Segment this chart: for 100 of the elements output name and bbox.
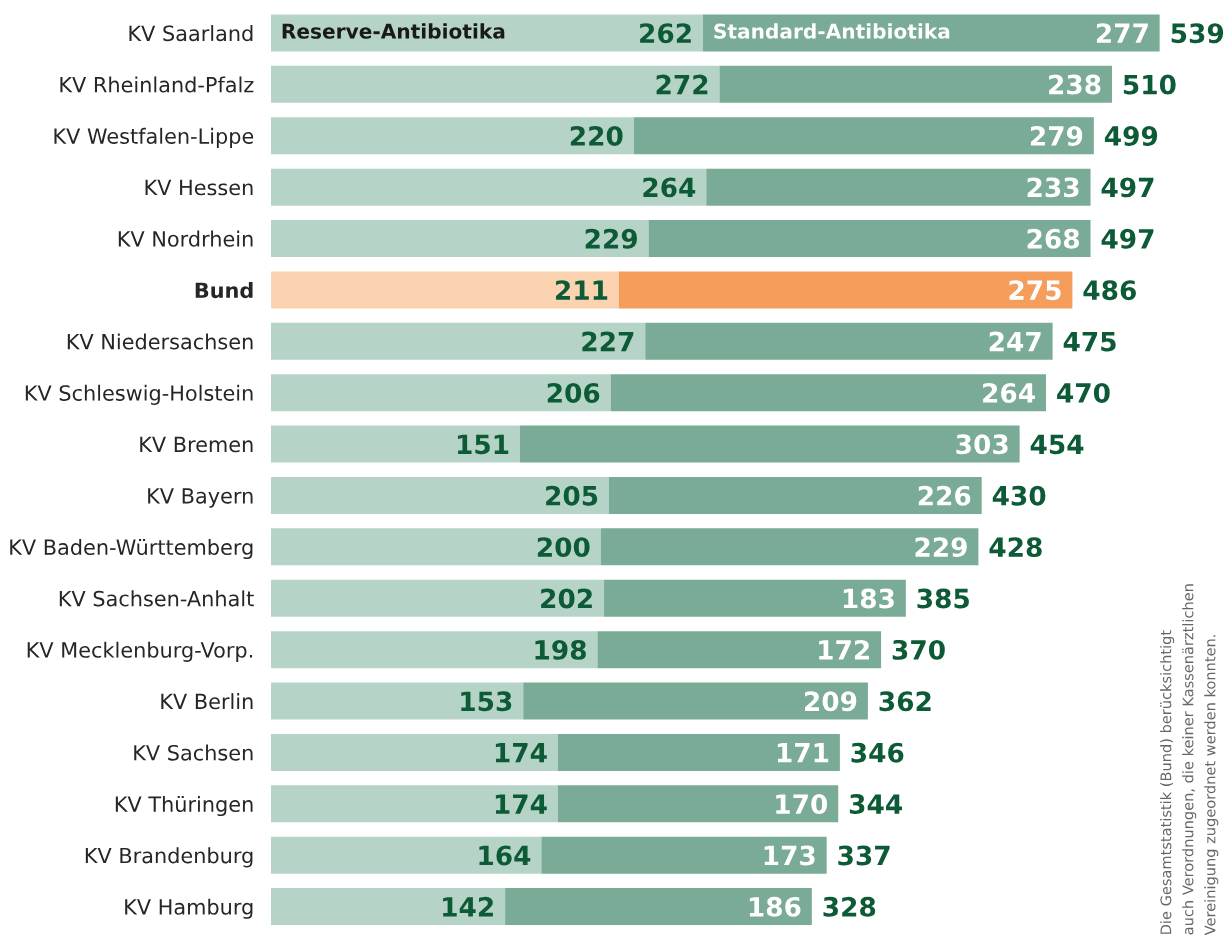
data-label: 226 (918, 485, 971, 506)
bar (519, 425, 1020, 463)
total-label: 510 (1123, 74, 1176, 95)
bar (270, 785, 558, 823)
data-label: 279 (1030, 126, 1083, 146)
bar (270, 476, 610, 514)
data-label: 229 (585, 228, 637, 249)
data-label: 238 (1049, 74, 1101, 95)
data-label: 247 (989, 331, 1041, 352)
y-tick-label: KV Westfalen-Lippe (54, 127, 254, 148)
data-label: 153 (461, 691, 512, 712)
bar (645, 322, 1053, 360)
series-label: Standard-Antibiotika (714, 23, 950, 39)
data-label: 142 (443, 896, 493, 917)
bar (270, 425, 520, 463)
total-label: 362 (879, 691, 931, 712)
total-label: 470 (1057, 382, 1110, 403)
y-tick-label: Bund (195, 282, 253, 299)
text: Vereinigung zugeordnet werden konnten. (1204, 635, 1219, 936)
data-label: 170 (776, 794, 828, 815)
data-label: 164 (479, 845, 531, 866)
data-label: 229 (915, 537, 967, 558)
bar (270, 65, 720, 103)
total-label: 385 (917, 588, 969, 609)
text: auch Verordnungen, die keiner Kassenärztlichen (1182, 584, 1197, 935)
y-tick-label: KV Baden-Württemberg (10, 538, 253, 560)
total-label: 499 (1104, 126, 1158, 146)
data-label: 205 (546, 485, 598, 506)
y-tick-label: KV Saarland (129, 25, 253, 42)
y-tick-label: KV Bremen (140, 436, 253, 453)
data-label: 202 (541, 588, 592, 609)
y-tick-label: KV Brandenburg (85, 847, 253, 868)
bar (505, 888, 812, 926)
data-label: 174 (495, 743, 547, 763)
bar (557, 733, 840, 771)
y-tick-label: KV Nordrhein (118, 230, 253, 247)
y-tick-label: KV Mecklenburg-Vorp. (27, 641, 253, 662)
bar (270, 374, 611, 412)
y-tick-label: KV Rheinland-Pfalz (60, 76, 254, 93)
total-label: 486 (1083, 280, 1136, 301)
total-label: 346 (851, 742, 904, 763)
total-label: 328 (823, 896, 876, 917)
data-label: 227 (582, 331, 634, 352)
series-label: Reserve-Antibiotika (282, 23, 505, 39)
bar (557, 785, 839, 823)
bar (648, 220, 1091, 258)
total-label: 497 (1101, 228, 1154, 249)
bar (604, 579, 906, 617)
total-label: 539 (1171, 23, 1224, 44)
bar (706, 168, 1091, 206)
y-tick-label: KV Bayern (148, 488, 253, 508)
bar (270, 220, 649, 258)
bar (600, 528, 979, 566)
bar (270, 117, 634, 155)
data-label: 262 (640, 23, 691, 44)
bar (270, 168, 707, 206)
bar (541, 836, 827, 874)
bar (270, 579, 605, 617)
data-label: 186 (749, 896, 801, 917)
data-label: 275 (1009, 280, 1061, 301)
data-label: 264 (983, 382, 1035, 403)
y-tick-label: KV Hamburg (125, 898, 253, 919)
bar (270, 836, 542, 874)
data-label: 206 (547, 382, 600, 403)
bar (270, 631, 598, 669)
data-label: 209 (805, 691, 857, 712)
y-tick-label: KV Thüringen (115, 795, 253, 817)
bar (523, 682, 868, 720)
bar (270, 733, 558, 771)
bar (609, 476, 982, 514)
data-label: 233 (1027, 177, 1079, 198)
data-label: 172 (819, 639, 869, 660)
y-tick-label: KV Schleswig-Holstein (25, 384, 253, 405)
y-tick-label: KV Niedersachsen (67, 333, 253, 350)
bar (618, 271, 1073, 309)
bar (610, 374, 1047, 412)
total-label: 497 (1101, 177, 1154, 198)
data-label: 264 (643, 177, 696, 198)
data-label: 151 (457, 434, 509, 455)
total-label: 344 (849, 794, 902, 815)
bar (633, 117, 1094, 155)
total-label: 430 (992, 485, 1046, 506)
y-tick-label: KV Sachsen-Anhalt (59, 590, 254, 607)
data-label: 173 (764, 845, 815, 866)
total-label: 475 (1063, 331, 1116, 352)
data-label: 303 (956, 434, 1008, 455)
data-label: 220 (570, 126, 623, 146)
bar (270, 528, 601, 566)
bar (270, 682, 524, 720)
total-label: 337 (838, 845, 890, 866)
data-label: 277 (1096, 23, 1148, 43)
data-label: 268 (1027, 228, 1079, 249)
y-tick-label: KV Hessen (145, 179, 253, 196)
data-label: 211 (556, 280, 608, 300)
y-tick-label: KV Sachsen (134, 744, 253, 761)
data-label: 171 (777, 743, 829, 763)
data-label: 174 (495, 794, 547, 814)
total-label: 428 (989, 537, 1042, 558)
bar (270, 271, 619, 309)
total-label: 454 (1030, 434, 1084, 455)
